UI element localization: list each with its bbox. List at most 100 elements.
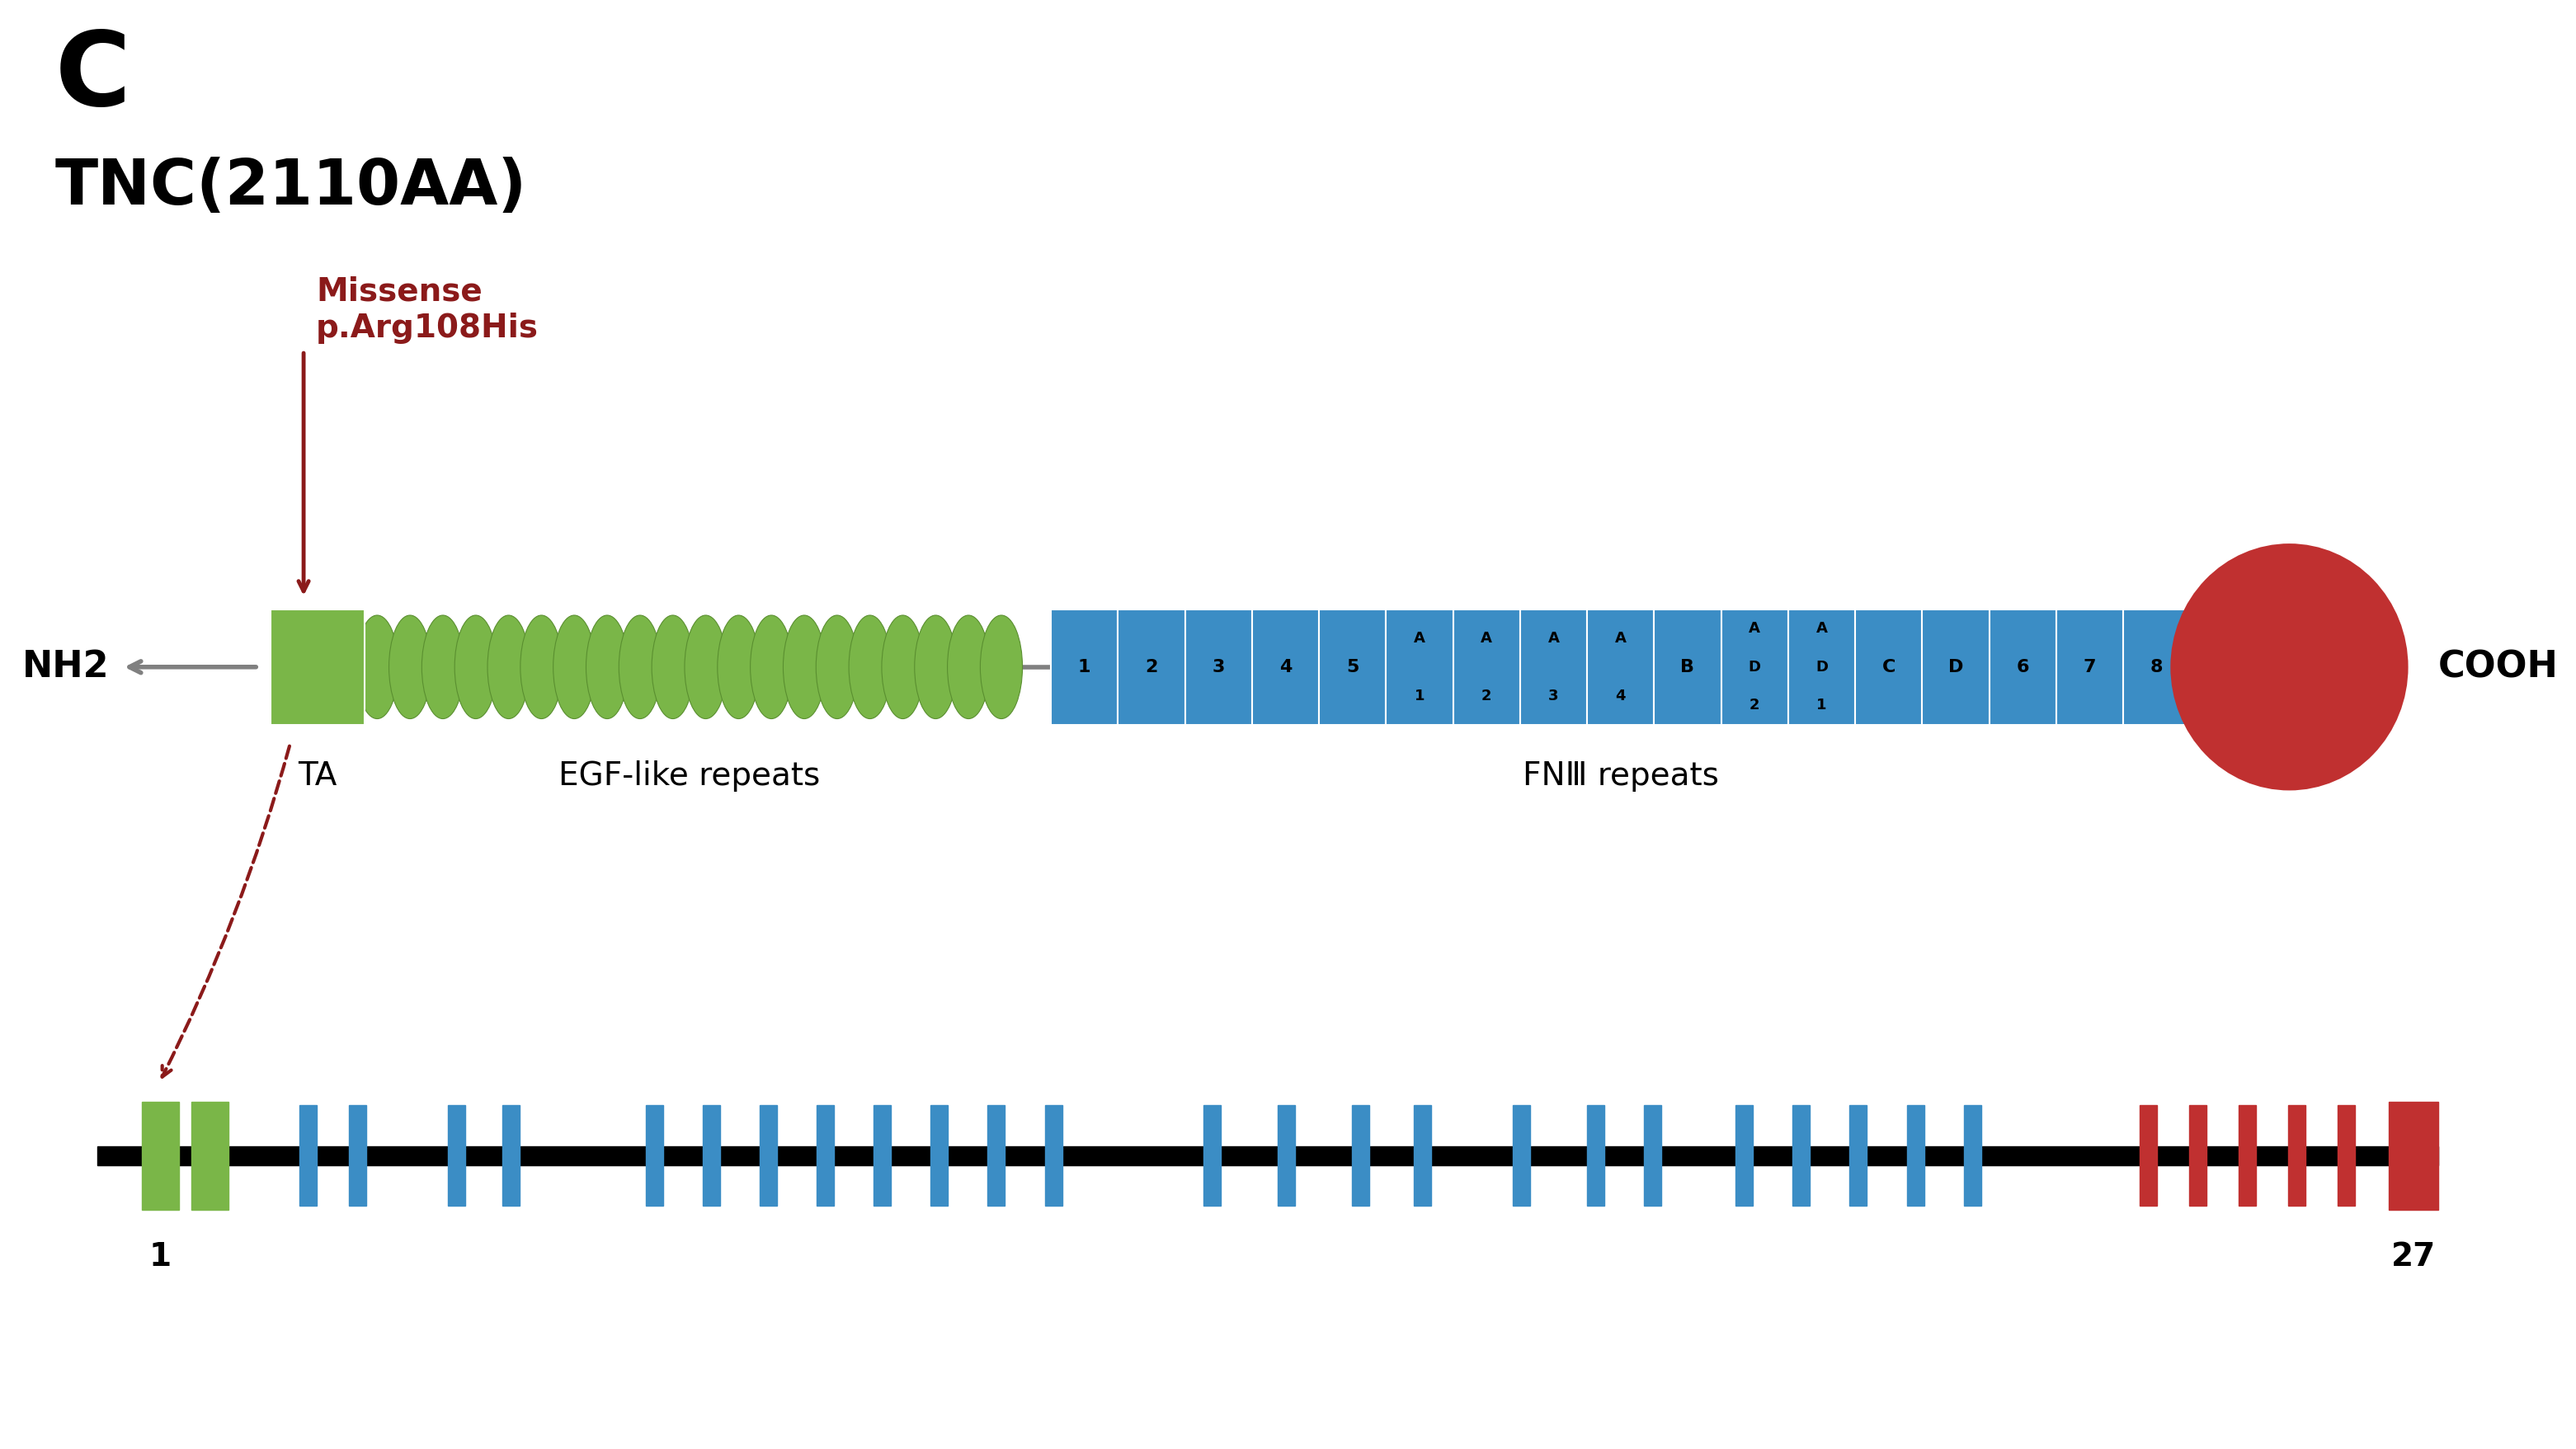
- Ellipse shape: [520, 616, 562, 719]
- FancyBboxPatch shape: [930, 1106, 948, 1206]
- FancyBboxPatch shape: [299, 1106, 317, 1206]
- FancyBboxPatch shape: [1278, 1106, 1296, 1206]
- Ellipse shape: [948, 616, 989, 719]
- Text: A: A: [1481, 630, 1492, 646]
- FancyBboxPatch shape: [1319, 610, 1386, 724]
- FancyBboxPatch shape: [1386, 610, 1453, 724]
- FancyBboxPatch shape: [1118, 610, 1185, 724]
- FancyBboxPatch shape: [1850, 1106, 1868, 1206]
- FancyBboxPatch shape: [873, 1106, 891, 1206]
- Ellipse shape: [719, 616, 760, 719]
- FancyBboxPatch shape: [270, 610, 366, 724]
- Text: COOH: COOH: [2437, 649, 2558, 685]
- Text: 1: 1: [1077, 659, 1090, 675]
- Text: NH2: NH2: [23, 649, 111, 685]
- FancyBboxPatch shape: [987, 1106, 1005, 1206]
- FancyBboxPatch shape: [1352, 1106, 1370, 1206]
- FancyBboxPatch shape: [1185, 610, 1252, 724]
- FancyBboxPatch shape: [1252, 610, 1319, 724]
- Ellipse shape: [453, 616, 497, 719]
- Text: 1: 1: [149, 1242, 173, 1272]
- Text: 4: 4: [1280, 659, 1291, 675]
- Text: 2: 2: [1481, 688, 1492, 703]
- FancyBboxPatch shape: [1788, 610, 1855, 724]
- FancyBboxPatch shape: [703, 1106, 721, 1206]
- FancyBboxPatch shape: [2123, 610, 2190, 724]
- FancyBboxPatch shape: [2056, 610, 2123, 724]
- Text: B: B: [1680, 659, 1695, 675]
- Text: TNC(2110AA): TNC(2110AA): [54, 156, 528, 217]
- Text: Missense
p.Arg108His: Missense p.Arg108His: [317, 275, 538, 343]
- Ellipse shape: [389, 616, 430, 719]
- Text: 1: 1: [1816, 698, 1826, 713]
- FancyBboxPatch shape: [2336, 1106, 2354, 1206]
- Text: A: A: [1816, 622, 1826, 636]
- Text: 6: 6: [2017, 659, 2030, 675]
- FancyBboxPatch shape: [1989, 610, 2056, 724]
- FancyBboxPatch shape: [1963, 1106, 1981, 1206]
- FancyBboxPatch shape: [817, 1106, 835, 1206]
- Text: A: A: [1548, 630, 1558, 646]
- FancyBboxPatch shape: [448, 1106, 466, 1206]
- Ellipse shape: [355, 616, 399, 719]
- Text: D: D: [1749, 659, 1762, 674]
- Ellipse shape: [981, 616, 1023, 719]
- Text: EGF-like repeats: EGF-like repeats: [559, 761, 819, 791]
- FancyBboxPatch shape: [1721, 610, 1788, 724]
- Text: C: C: [54, 28, 131, 128]
- Text: 3: 3: [1548, 688, 1558, 703]
- Ellipse shape: [2172, 543, 2409, 791]
- Text: A: A: [1749, 622, 1759, 636]
- FancyBboxPatch shape: [1587, 610, 1654, 724]
- FancyBboxPatch shape: [1203, 1106, 1221, 1206]
- FancyBboxPatch shape: [1046, 1106, 1061, 1206]
- FancyBboxPatch shape: [2287, 1106, 2306, 1206]
- Text: D: D: [1947, 659, 1963, 675]
- Text: 5: 5: [1347, 659, 1358, 675]
- FancyBboxPatch shape: [191, 1101, 229, 1210]
- Ellipse shape: [554, 616, 595, 719]
- FancyBboxPatch shape: [1855, 610, 1922, 724]
- FancyBboxPatch shape: [2388, 1101, 2437, 1210]
- FancyBboxPatch shape: [1587, 1106, 1605, 1206]
- FancyBboxPatch shape: [647, 1106, 662, 1206]
- Text: TA: TA: [299, 761, 337, 791]
- Ellipse shape: [587, 616, 629, 719]
- Text: 2: 2: [1749, 698, 1759, 713]
- FancyBboxPatch shape: [760, 1106, 778, 1206]
- Ellipse shape: [817, 616, 858, 719]
- FancyBboxPatch shape: [348, 1106, 366, 1206]
- Text: A: A: [1615, 630, 1625, 646]
- FancyBboxPatch shape: [1453, 610, 1520, 724]
- Text: D: D: [1816, 659, 1829, 674]
- Text: 1: 1: [1414, 688, 1425, 703]
- FancyBboxPatch shape: [502, 1106, 520, 1206]
- FancyBboxPatch shape: [1643, 1106, 1662, 1206]
- Ellipse shape: [618, 616, 662, 719]
- Text: 3: 3: [1213, 659, 1224, 675]
- Ellipse shape: [487, 616, 531, 719]
- Ellipse shape: [750, 616, 793, 719]
- Text: 4: 4: [1615, 688, 1625, 703]
- FancyBboxPatch shape: [1654, 610, 1721, 724]
- Text: FNⅢ repeats: FNⅢ repeats: [1522, 761, 1718, 791]
- FancyBboxPatch shape: [1512, 1106, 1530, 1206]
- FancyBboxPatch shape: [1051, 610, 1118, 724]
- Ellipse shape: [652, 616, 693, 719]
- FancyBboxPatch shape: [1906, 1106, 1924, 1206]
- Ellipse shape: [914, 616, 956, 719]
- Text: A: A: [1414, 630, 1425, 646]
- Text: 7: 7: [2084, 659, 2097, 675]
- FancyBboxPatch shape: [2141, 1106, 2156, 1206]
- FancyBboxPatch shape: [1520, 610, 1587, 724]
- FancyBboxPatch shape: [142, 1101, 178, 1210]
- Ellipse shape: [783, 616, 824, 719]
- Text: 8: 8: [2151, 659, 2164, 675]
- FancyBboxPatch shape: [98, 1146, 2437, 1165]
- Text: C: C: [1883, 659, 1896, 675]
- FancyBboxPatch shape: [1922, 610, 1989, 724]
- FancyBboxPatch shape: [2239, 1106, 2257, 1206]
- Text: 2: 2: [1146, 659, 1157, 675]
- Ellipse shape: [881, 616, 925, 719]
- FancyBboxPatch shape: [2190, 1106, 2208, 1206]
